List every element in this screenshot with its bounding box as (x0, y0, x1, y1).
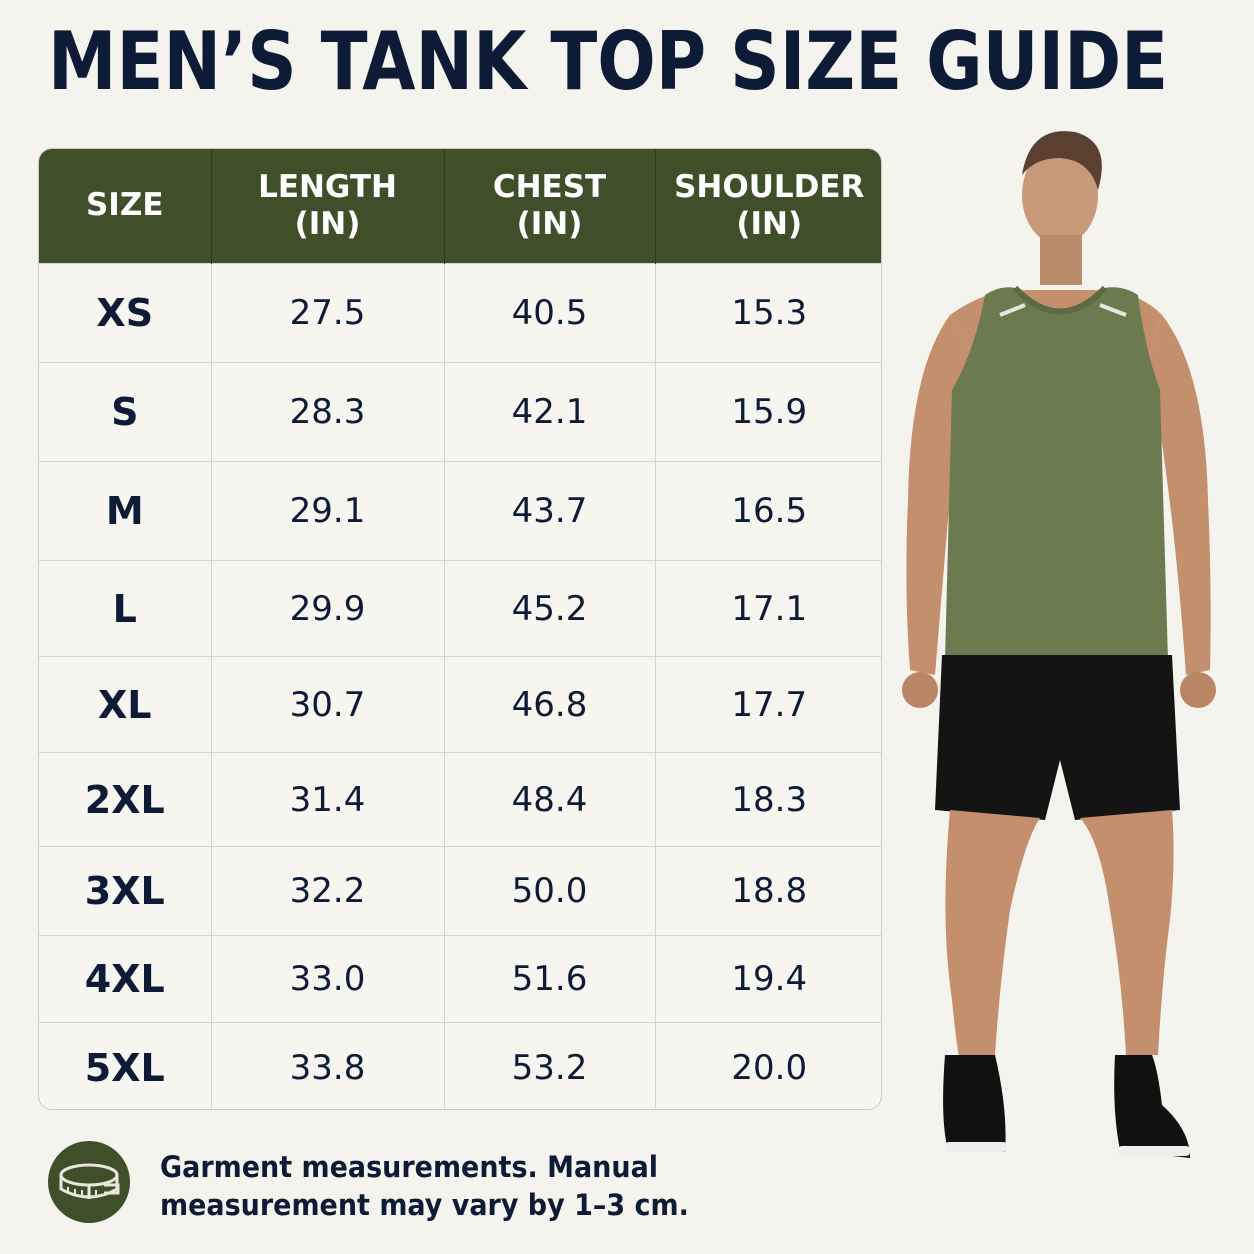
length-cell: 27.5 (211, 263, 445, 363)
size-cell: 4XL (39, 935, 212, 1023)
chest-cell: 51.6 (444, 935, 656, 1023)
size-cell: XL (39, 656, 212, 753)
size-cell: 3XL (39, 846, 212, 936)
tank-top (945, 287, 1168, 660)
table-row: 5XL 33.8 53.2 20.0 (39, 1022, 881, 1109)
header-size: SIZE (39, 149, 212, 264)
length-cell: 29.1 (211, 461, 445, 561)
length-cell: 28.3 (211, 362, 445, 462)
table-row: L 29.9 45.2 17.1 (39, 560, 881, 657)
size-cell: M (39, 461, 212, 561)
table-row: M 29.1 43.7 16.5 (39, 461, 881, 561)
table-row: XL 30.7 46.8 17.7 (39, 656, 881, 753)
chest-cell: 46.8 (444, 656, 656, 753)
table-header-row: SIZE LENGTH (IN) CHEST (IN) SHOULDER (IN… (39, 149, 881, 264)
page-title: MEN’S TANK TOP SIZE GUIDE (48, 15, 1169, 108)
shoe-left (943, 1055, 1006, 1152)
size-cell: XS (39, 263, 212, 363)
chest-cell: 48.4 (444, 752, 656, 847)
length-cell: 33.0 (211, 935, 445, 1023)
shoulder-cell: 15.3 (655, 263, 881, 363)
length-cell: 30.7 (211, 656, 445, 753)
shoulder-cell: 20.0 (655, 1022, 881, 1109)
table-row: XS 27.5 40.5 15.3 (39, 263, 881, 363)
shoulder-cell: 17.7 (655, 656, 881, 753)
size-table: SIZE LENGTH (IN) CHEST (IN) SHOULDER (IN… (38, 148, 882, 1110)
table-row: 2XL 31.4 48.4 18.3 (39, 752, 881, 847)
chest-cell: 53.2 (444, 1022, 656, 1109)
chest-cell: 50.0 (444, 846, 656, 936)
table-row: 4XL 33.0 51.6 19.4 (39, 935, 881, 1023)
length-cell: 32.2 (211, 846, 445, 936)
table-row: 3XL 32.2 50.0 18.8 (39, 846, 881, 936)
chest-cell: 42.1 (444, 362, 656, 462)
chest-cell: 45.2 (444, 560, 656, 657)
size-cell: L (39, 560, 212, 657)
shoe-right (1114, 1055, 1190, 1158)
chest-cell: 43.7 (444, 461, 656, 561)
header-length: LENGTH (IN) (211, 149, 445, 264)
size-cell: 2XL (39, 752, 212, 847)
shoulder-cell: 16.5 (655, 461, 881, 561)
size-cell: 5XL (39, 1022, 212, 1109)
length-cell: 29.9 (211, 560, 445, 657)
length-cell: 31.4 (211, 752, 445, 847)
measurement-note: Garment measurements. Manual measurement… (160, 1150, 689, 1222)
length-cell: 33.8 (211, 1022, 445, 1109)
chest-cell: 40.5 (444, 263, 656, 363)
shorts (935, 655, 1180, 820)
size-cell: S (39, 362, 212, 462)
model-photo (902, 131, 1216, 1158)
table-row: S 28.3 42.1 15.9 (39, 362, 881, 462)
header-shoulder: SHOULDER (IN) (655, 149, 881, 264)
shoulder-cell: 18.8 (655, 846, 881, 936)
shoulder-cell: 19.4 (655, 935, 881, 1023)
shoulder-cell: 18.3 (655, 752, 881, 847)
shoulder-cell: 15.9 (655, 362, 881, 462)
shoulder-cell: 17.1 (655, 560, 881, 657)
measuring-tape-icon (48, 1141, 130, 1223)
header-chest: CHEST (IN) (444, 149, 656, 264)
